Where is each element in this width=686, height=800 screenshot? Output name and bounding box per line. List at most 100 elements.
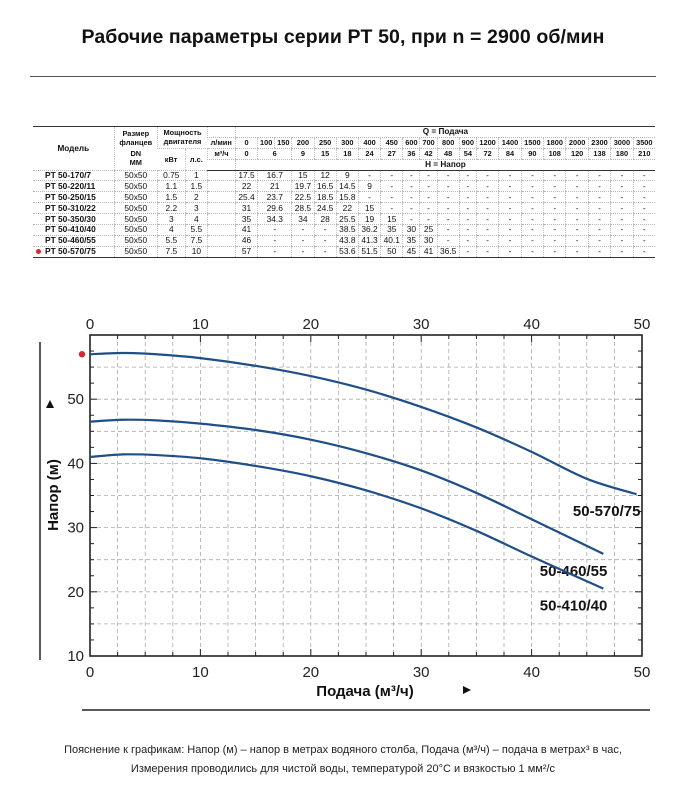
head-value-cell: - xyxy=(610,191,634,204)
header-q-m3h: 48 xyxy=(436,148,460,160)
power-hp-cell: 10 xyxy=(184,246,208,258)
head-value-cell: - xyxy=(458,180,477,193)
y-tick-label: 50 xyxy=(67,391,84,408)
head-value-cell: - xyxy=(257,235,292,247)
flange-cell: 50x50 xyxy=(113,180,158,193)
head-value-cell: - xyxy=(610,235,634,247)
header-q-lmin: 2000 xyxy=(565,137,589,149)
x-tick-label-top: 10 xyxy=(192,316,209,333)
header-q-lmin: 700 xyxy=(419,137,438,149)
header-flange-line: Размер xyxy=(122,129,150,139)
table-row: PT 50-220/11 50x50 1.1 1.5 22 21 19.7 16.5 14.5 9… xyxy=(33,180,655,193)
header-q-lmin: 3500 xyxy=(632,137,655,149)
head-value-cell: - xyxy=(313,246,337,258)
head-value-cell: 30 xyxy=(402,224,420,236)
header-power-line: двигателя xyxy=(163,137,202,147)
header-flange-line: фланцев xyxy=(119,138,153,148)
head-value-cell: 18.5 xyxy=(313,191,337,204)
title-divider xyxy=(30,76,656,77)
head-value-cell: - xyxy=(436,213,460,226)
power-hp-cell: 1.5 xyxy=(184,180,208,193)
header-q-lmin: 1500 xyxy=(520,137,544,149)
head-value-cell: 35 xyxy=(380,224,403,236)
head-value-cell: 25 xyxy=(419,224,438,236)
head-value-cell: - xyxy=(543,235,566,247)
head-value-cell: 15 xyxy=(380,213,403,226)
flange-cell: 50x50 xyxy=(113,170,158,182)
head-value-cell: 53.6 xyxy=(335,246,359,258)
head-value-cell: - xyxy=(475,246,499,258)
model-name: PT 50-220/11 xyxy=(45,180,96,191)
header-q-m3h: 108 xyxy=(543,148,566,160)
head-value-cell: - xyxy=(380,202,403,215)
head-value-cell: - xyxy=(565,170,589,182)
y-tick-label: 10 xyxy=(67,648,84,665)
flange-cell: 50x50 xyxy=(113,191,158,204)
flange-cell: 50x50 xyxy=(113,213,158,226)
head-value-cell: - xyxy=(610,224,634,236)
header-q-m3h: 6 xyxy=(257,148,292,160)
head-value-cell: - xyxy=(565,213,589,226)
head-value-cell: - xyxy=(458,235,477,247)
head-value-cell: - xyxy=(257,246,292,258)
head-value-cell: - xyxy=(291,246,315,258)
page-title: Рабочие параметры серии PT 50, при n = 2… xyxy=(81,26,605,48)
header-flange-line: ММ xyxy=(129,158,142,168)
head-value-cell: - xyxy=(458,213,477,226)
header-q-m3h: 72 xyxy=(475,148,499,160)
unit-spacer-cell xyxy=(207,170,236,182)
header-q-lmin: 900 xyxy=(458,137,477,149)
model-cell: PT 50-170/7 xyxy=(33,170,115,182)
unit-spacer-cell xyxy=(207,191,236,204)
head-value-cell: - xyxy=(587,235,611,247)
head-value-cell: - xyxy=(543,180,566,193)
model-name: PT 50-570/75 xyxy=(45,246,96,257)
head-value-cell: 25.5 xyxy=(335,213,359,226)
head-value-cell: - xyxy=(565,180,589,193)
table-row: PT 50-350/30 50x50 3 4 35 34.3 34 28 25.5 19 15- - -… xyxy=(33,213,655,226)
head-value-cell: - xyxy=(543,224,566,236)
head-value-cell: - xyxy=(587,213,611,226)
head-value-cell: - xyxy=(520,246,544,258)
head-value-cell: 29.6 xyxy=(257,202,292,215)
head-value-cell: - xyxy=(543,213,566,226)
head-value-cell: - xyxy=(419,170,438,182)
header-motor-power: Мощность двигателя xyxy=(156,126,208,149)
head-value-cell: 14.5 xyxy=(335,180,359,193)
head-value-cell: 25.4 xyxy=(234,191,258,204)
selected-model-marker-icon xyxy=(36,248,41,254)
x-axis-arrow-icon xyxy=(463,686,471,694)
head-value-cell: - xyxy=(520,224,544,236)
y-tick-label: 40 xyxy=(67,455,84,472)
model-cell: PT 50-250/15 xyxy=(33,191,115,204)
unit-spacer-cell xyxy=(207,235,236,247)
x-tick-label-top: 40 xyxy=(523,316,540,333)
head-value-cell: 15.8 xyxy=(335,191,359,204)
head-value-cell: 40.1 xyxy=(380,235,403,247)
head-value-cell: - xyxy=(632,224,655,236)
head-value-cell: - xyxy=(436,170,460,182)
head-value-cell: - xyxy=(632,213,655,226)
header-q-lmin: 1800 xyxy=(543,137,566,149)
head-value-cell: 16.5 xyxy=(313,180,337,193)
head-value-cell: - xyxy=(520,191,544,204)
head-value-cell: - xyxy=(436,235,460,247)
table-row: PT 50-410/40 50x50 4 5.5 41- - -38.5 36.2 35 30 25… xyxy=(33,224,655,236)
head-value-cell: - xyxy=(475,213,499,226)
head-value-cell: - xyxy=(520,180,544,193)
power-hp-cell: 7.5 xyxy=(184,235,208,247)
power-kw-cell: 4 xyxy=(156,224,186,236)
head-value-cell: - xyxy=(520,235,544,247)
model-name: PT 50-250/15 xyxy=(45,191,96,202)
head-value-cell: - xyxy=(475,191,499,204)
model-cell: PT 50-570/75 xyxy=(33,246,115,258)
header-q-lmin: 300 xyxy=(335,137,359,149)
header-q-lmin: 800 xyxy=(436,137,460,149)
head-value-cell: - xyxy=(380,180,403,193)
head-value-cell: - xyxy=(520,170,544,182)
head-value-cell: - xyxy=(498,224,522,236)
power-kw-cell: 5.5 xyxy=(156,235,186,247)
unit-spacer-cell xyxy=(207,246,236,258)
head-value-cell: 17.5 xyxy=(234,170,258,182)
head-value-cell: - xyxy=(313,224,337,236)
